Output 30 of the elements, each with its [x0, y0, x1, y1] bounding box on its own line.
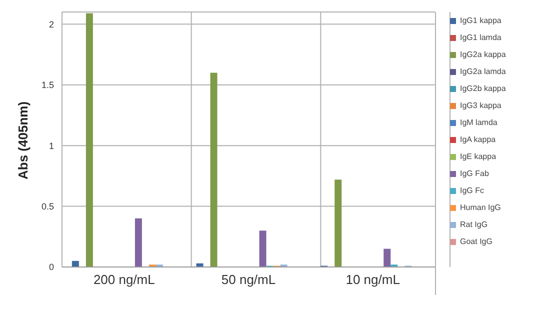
y-tick-label: 0 — [48, 262, 54, 272]
bar — [384, 248, 391, 267]
y-tick-label: 1.5 — [41, 80, 54, 90]
legend-label: Goat IgG — [460, 237, 492, 246]
x-tick-label: 10 ng/mL — [346, 272, 400, 288]
legend-label: Rat IgG — [460, 220, 488, 229]
x-tick-label: 50 ng/mL — [221, 272, 276, 288]
legend-label: IgG3 kappa — [460, 101, 502, 110]
y-tick-label: 2 — [48, 19, 54, 30]
bar — [334, 180, 342, 267]
bar — [86, 13, 93, 267]
legend-label: IgG1 lamda — [460, 33, 502, 42]
y-tick-label: 1 — [48, 140, 54, 151]
legend-label: IgG Fc — [460, 186, 484, 195]
legend-label: IgG1 kappa — [460, 16, 502, 25]
legend-label: Human IgG — [460, 203, 501, 212]
x-tick-label: 200 ng/mL — [93, 272, 155, 288]
legend-label: IgE kappa — [460, 152, 496, 161]
legend-label: IgA kappa — [460, 135, 496, 144]
legend-label: IgG2a lamda — [460, 67, 506, 76]
bar — [134, 218, 142, 267]
bar — [72, 260, 79, 267]
y-tick-label: 0.5 — [41, 201, 54, 212]
legend-label: IgM lamda — [460, 118, 498, 127]
legend-label: IgG2b kappa — [460, 84, 506, 93]
bar — [210, 72, 218, 267]
y-axis-title: Abs (405nm) — [16, 101, 31, 180]
bar — [259, 230, 266, 267]
legend-label: IgG2a kappa — [460, 50, 506, 59]
legend-label: IgG Fab — [460, 169, 489, 178]
